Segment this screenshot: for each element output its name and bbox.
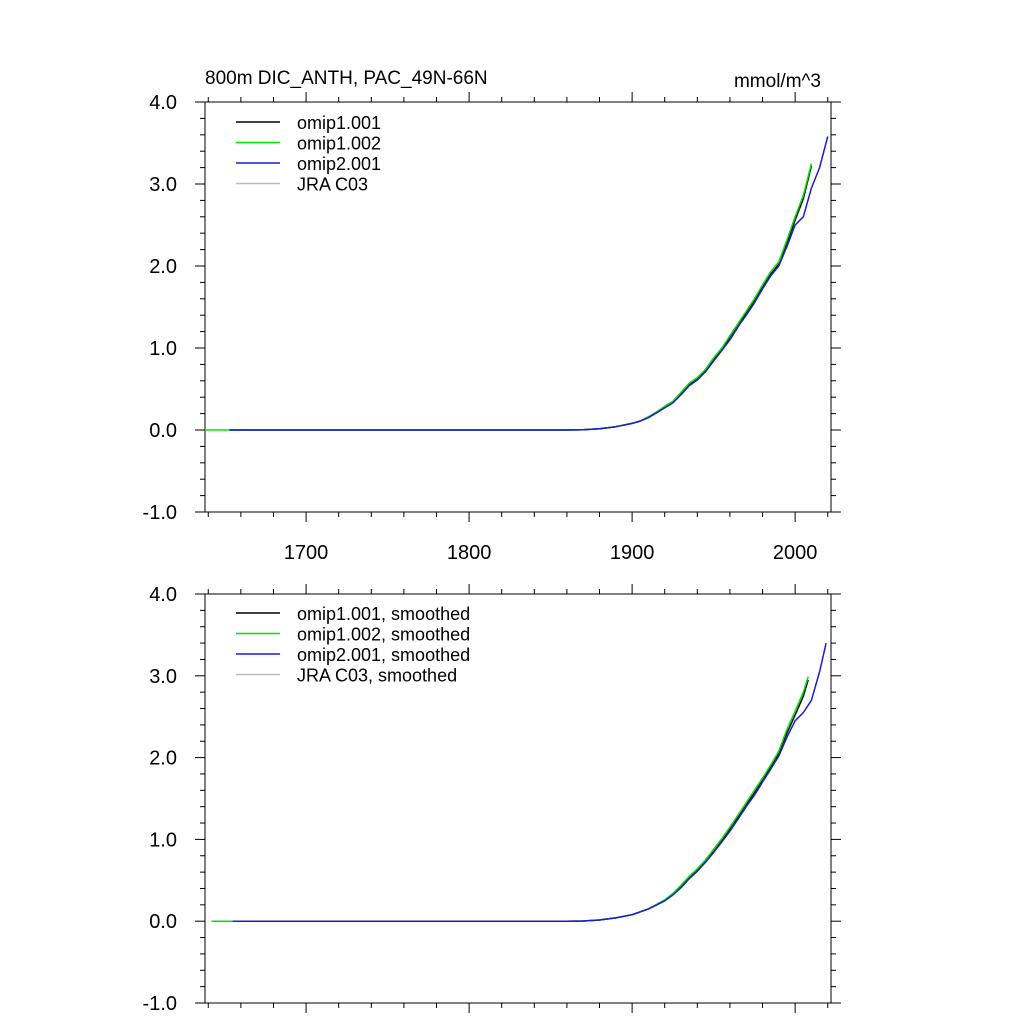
series-line-omip1-001-smoothed <box>232 679 809 922</box>
x-tick-label: 1900 <box>610 542 655 564</box>
legend-label: omip1.001, smoothed <box>297 604 470 624</box>
legend-label: omip2.001, smoothed <box>297 645 470 665</box>
y-tick-label: 1.0 <box>149 829 177 851</box>
series-line-omip2-001-smoothed <box>232 642 827 922</box>
y-tick-label: -1.0 <box>143 993 177 1015</box>
plot-frame <box>204 593 832 1004</box>
y-tick-label: 2.0 <box>149 256 177 278</box>
y-tick-label: 3.0 <box>149 174 177 196</box>
y-tick-label: 0.0 <box>149 420 177 442</box>
y-tick-label: 2.0 <box>149 748 177 770</box>
x-tick-label: 1700 <box>284 542 329 564</box>
legend-label: JRA C03 <box>297 175 368 195</box>
series-line-omip2-001 <box>229 136 829 431</box>
y-tick-label: 0.0 <box>149 911 177 933</box>
y-tick-label: 3.0 <box>149 666 177 688</box>
y-tick-label: 1.0 <box>149 338 177 360</box>
legend-label: JRA C03, smoothed <box>297 666 457 686</box>
legend-label: omip1.001 <box>297 113 381 133</box>
y-tick-label: 4.0 <box>149 92 177 114</box>
chart-panel-1: -1.0 0.0 1.0 2.0 3.0 4.0 1700 1800 1900 2000 800m … <box>143 68 841 564</box>
series-line-omip1-001 <box>229 165 813 431</box>
x-tick-label: 1800 <box>447 542 492 564</box>
units-label: mmol/m^3 <box>734 71 821 92</box>
y-tick-label: -1.0 <box>143 502 177 524</box>
legend-label: omip1.002 <box>297 134 381 154</box>
plot-frame <box>204 101 832 513</box>
chart-title: 800m DIC_ANTH, PAC_49N-66N <box>205 68 488 89</box>
legend-label: omip1.002, smoothed <box>297 625 470 645</box>
legend-label: omip2.001 <box>297 154 381 174</box>
y-tick-label: 4.0 <box>149 584 177 606</box>
series-line-omip1-002 <box>205 163 813 431</box>
x-tick-label: 2000 <box>773 542 818 564</box>
series-line-omip1-002-smoothed <box>211 676 809 922</box>
